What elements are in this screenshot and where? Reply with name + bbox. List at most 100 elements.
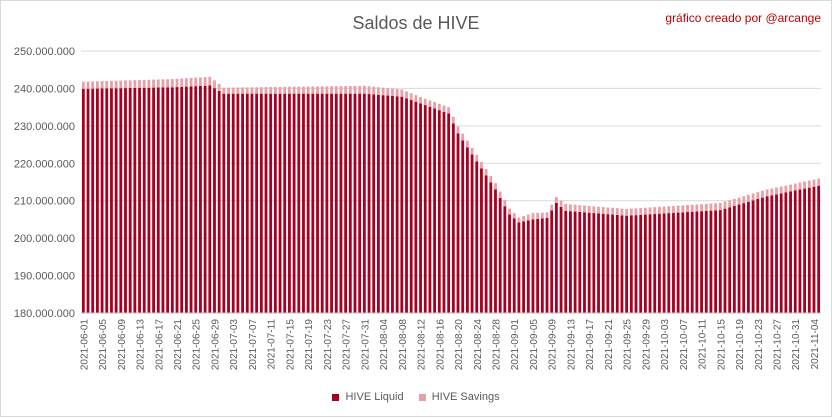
- bar-liquid: [386, 95, 390, 313]
- x-tick-label: 2021-08-24: [473, 319, 484, 371]
- bar-savings: [91, 81, 95, 89]
- bar-savings: [639, 208, 643, 215]
- bar-savings: [658, 206, 661, 214]
- bar-savings: [629, 208, 633, 216]
- bar-liquid: [236, 93, 240, 313]
- bar-savings: [597, 206, 600, 214]
- bar-liquid: [166, 87, 170, 313]
- bar-liquid: [152, 87, 155, 313]
- bar-savings: [465, 140, 469, 148]
- bar-liquid: [540, 218, 544, 313]
- bar-liquid: [676, 212, 680, 313]
- bar-liquid: [512, 218, 516, 313]
- bar-savings: [170, 79, 174, 88]
- bar-savings: [498, 191, 502, 198]
- bar-savings: [213, 80, 216, 89]
- bar-savings: [255, 87, 259, 94]
- bar-liquid: [681, 212, 685, 313]
- x-tick-label: 2021-09-21: [604, 319, 615, 371]
- bar-savings: [437, 103, 441, 111]
- bar-savings: [156, 79, 160, 88]
- bar-savings: [372, 86, 376, 95]
- bar-liquid: [161, 87, 165, 313]
- bar-liquid: [597, 213, 600, 313]
- x-tick-label: 2021-08-08: [398, 319, 409, 371]
- bar-savings: [662, 206, 666, 214]
- bar-liquid: [348, 93, 352, 313]
- x-tick-label: 2021-06-01: [79, 319, 90, 371]
- bar-liquid: [395, 96, 399, 313]
- x-tick-label: 2021-07-07: [248, 319, 259, 371]
- bar-savings: [334, 86, 338, 94]
- bar-liquid: [344, 93, 348, 313]
- bar-savings: [353, 85, 357, 94]
- bar-savings: [751, 193, 755, 201]
- bar-liquid: [531, 219, 535, 313]
- bar-liquid: [573, 211, 577, 313]
- bar-savings: [714, 203, 718, 211]
- bar-liquid: [180, 86, 184, 313]
- bar-savings: [732, 198, 736, 206]
- bar-savings: [81, 81, 85, 89]
- bar-liquid: [213, 88, 216, 313]
- bar-liquid: [620, 215, 624, 313]
- bar-savings: [245, 87, 249, 94]
- bar-liquid: [648, 214, 652, 313]
- bar-liquid: [807, 187, 811, 313]
- bar-savings: [653, 207, 657, 215]
- x-tick-label: 2021-07-31: [360, 319, 371, 371]
- bar-savings: [292, 86, 296, 94]
- chart-title: Saldos de HIVE: [352, 13, 480, 33]
- bar-savings: [480, 161, 483, 169]
- bar-savings: [128, 80, 132, 89]
- x-tick-label: 2021-09-17: [585, 319, 596, 371]
- bar-liquid: [517, 222, 521, 313]
- bar-savings: [161, 79, 165, 88]
- x-tick-label: 2021-09-01: [510, 319, 521, 371]
- bar-savings: [517, 217, 521, 223]
- legend-item-savings: HIVE Savings: [418, 391, 500, 403]
- bar-savings: [348, 85, 352, 94]
- bar-liquid: [217, 90, 221, 313]
- bar-liquid: [564, 210, 568, 313]
- bar-liquid: [461, 140, 465, 313]
- bar-savings: [325, 86, 329, 94]
- bar-savings: [728, 200, 732, 208]
- x-tick-label: 2021-10-31: [791, 319, 802, 371]
- bar-savings: [367, 86, 371, 95]
- x-tick-label: 2021-08-28: [491, 319, 502, 371]
- bar-liquid: [447, 113, 451, 314]
- bar-liquid: [484, 175, 488, 313]
- bar-liquid: [456, 133, 460, 313]
- bar-savings: [578, 205, 582, 212]
- y-tick-label: 190.000.000: [14, 271, 75, 283]
- bar-savings: [264, 87, 268, 94]
- bar-liquid: [526, 220, 530, 313]
- bar-savings: [634, 208, 638, 216]
- legend-label-savings: HIVE Savings: [431, 391, 500, 403]
- bar-savings: [643, 207, 647, 215]
- y-tick-label: 210.000.000: [14, 196, 75, 208]
- bar-savings: [400, 89, 404, 97]
- y-tick-label: 220.000.000: [14, 158, 75, 170]
- bar-savings: [288, 86, 291, 94]
- bar-liquid: [283, 93, 287, 313]
- bar-savings: [124, 80, 127, 89]
- bar-savings: [470, 147, 474, 155]
- bar-liquid: [550, 210, 554, 313]
- bar-liquid: [423, 105, 427, 313]
- legend-swatch-savings: [418, 393, 426, 401]
- bar-savings: [147, 79, 151, 88]
- bar-liquid: [133, 87, 137, 313]
- x-tick-label: 2021-06-13: [136, 319, 147, 371]
- bar-savings: [428, 100, 432, 107]
- bar-savings: [686, 205, 689, 213]
- bar-savings: [817, 178, 821, 186]
- bar-savings: [709, 203, 713, 211]
- bar-liquid: [250, 93, 254, 313]
- bar-liquid: [297, 93, 301, 313]
- bar-liquid: [203, 85, 207, 313]
- bar-liquid: [789, 191, 792, 313]
- bar-liquid: [95, 88, 99, 313]
